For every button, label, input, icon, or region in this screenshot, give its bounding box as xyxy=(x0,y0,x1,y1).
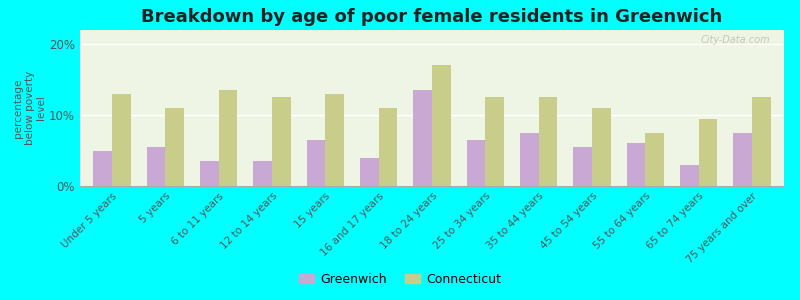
Bar xyxy=(272,98,290,186)
Text: City-Data.com: City-Data.com xyxy=(700,35,770,45)
Bar xyxy=(200,161,218,186)
Legend: Greenwich, Connecticut: Greenwich, Connecticut xyxy=(294,268,506,291)
Bar xyxy=(414,90,432,186)
Bar xyxy=(486,98,504,186)
Bar xyxy=(466,140,486,186)
Bar xyxy=(146,147,166,186)
Y-axis label: percentage
below poverty
level: percentage below poverty level xyxy=(13,71,46,145)
Bar xyxy=(574,147,592,186)
Bar xyxy=(646,133,664,186)
Bar xyxy=(734,133,752,186)
Bar xyxy=(166,108,184,186)
Bar xyxy=(698,118,718,186)
Bar xyxy=(306,140,326,186)
Bar xyxy=(432,65,450,186)
Bar xyxy=(112,94,130,186)
Bar xyxy=(538,98,558,186)
Bar xyxy=(592,108,610,186)
Bar xyxy=(520,133,538,186)
Bar xyxy=(94,151,112,186)
Bar xyxy=(752,98,770,186)
Bar xyxy=(326,94,344,186)
Bar xyxy=(360,158,378,186)
Title: Breakdown by age of poor female residents in Greenwich: Breakdown by age of poor female resident… xyxy=(142,8,722,26)
Bar xyxy=(218,90,238,186)
Bar xyxy=(378,108,398,186)
Bar xyxy=(680,165,698,186)
Bar xyxy=(626,143,646,186)
Bar xyxy=(254,161,272,186)
